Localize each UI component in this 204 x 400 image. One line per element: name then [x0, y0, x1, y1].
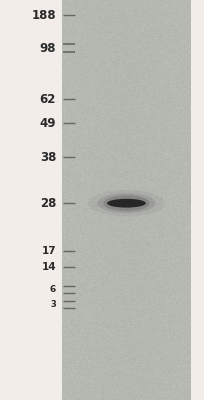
Bar [0, 0, 62, 400]
Ellipse shape [98, 193, 156, 213]
Text: 98: 98 [40, 42, 56, 54]
Text: 28: 28 [40, 197, 56, 210]
Text: 49: 49 [40, 117, 56, 130]
Text: 14: 14 [41, 262, 56, 272]
Text: 38: 38 [40, 151, 56, 164]
Text: 6: 6 [50, 285, 56, 294]
Ellipse shape [107, 199, 146, 208]
Ellipse shape [103, 195, 150, 211]
Text: 3: 3 [50, 300, 56, 309]
Text: 62: 62 [40, 93, 56, 106]
Text: 17: 17 [41, 246, 56, 256]
Text: 188: 188 [31, 9, 56, 22]
Bar [191, 0, 204, 400]
Ellipse shape [88, 190, 165, 216]
Bar [62, 0, 191, 400]
